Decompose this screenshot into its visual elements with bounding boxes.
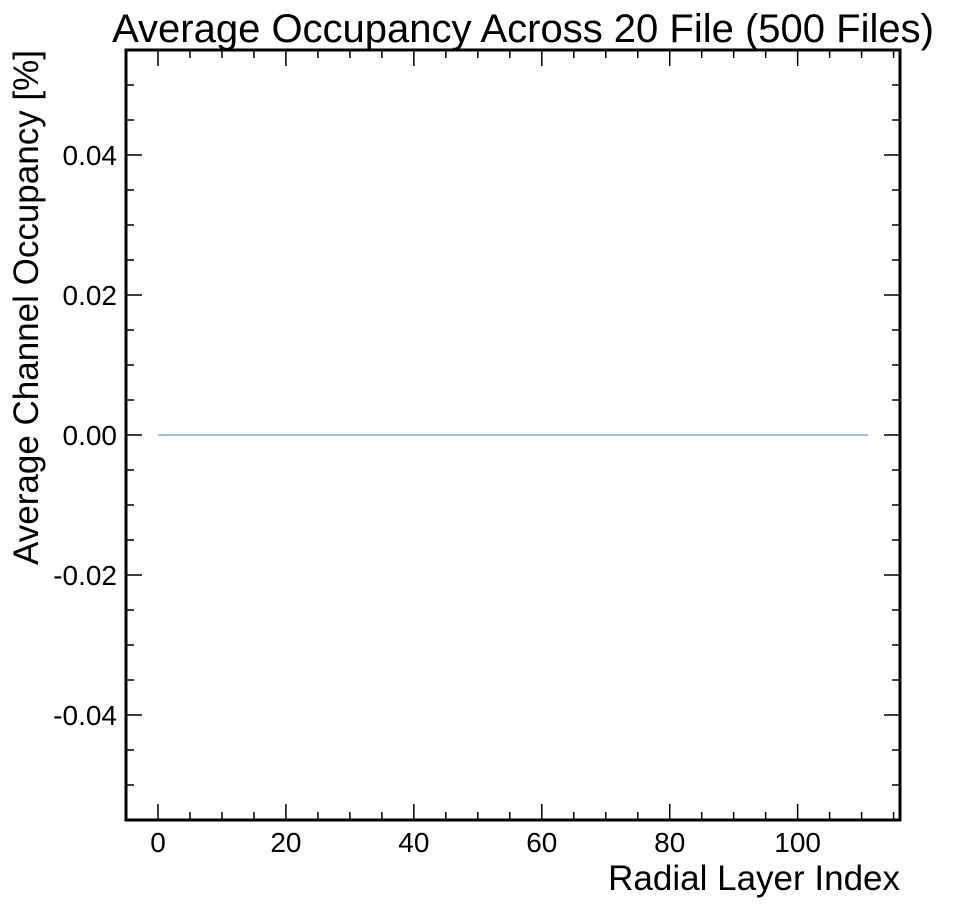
x-tick-label: 20	[270, 827, 301, 858]
y-axis-label: Average Channel Occupancy [%]	[7, 50, 46, 565]
y-tick-label: -0.04	[53, 700, 117, 731]
plot-frame	[124, 48, 902, 822]
y-tick-label: 0.00	[63, 420, 118, 451]
y-tick-label: 0.02	[63, 280, 118, 311]
x-tick-label: 80	[654, 827, 685, 858]
tick-labels: 0 20 40 60 80 100 0.04 0.02 0.00 -0.02 -0.04	[53, 140, 821, 858]
x-tick-label: 60	[526, 827, 557, 858]
y-tick-label: 0.04	[63, 140, 118, 171]
x-axis-label: Radial Layer Index	[608, 859, 900, 898]
x-tick-label: 0	[150, 827, 166, 858]
x-tick-label: 100	[774, 827, 821, 858]
x-tick-label: 40	[398, 827, 429, 858]
chart-title: Average Occupancy Across 20 File (500 Fi…	[112, 7, 934, 51]
y-tick-label: -0.02	[53, 560, 117, 591]
